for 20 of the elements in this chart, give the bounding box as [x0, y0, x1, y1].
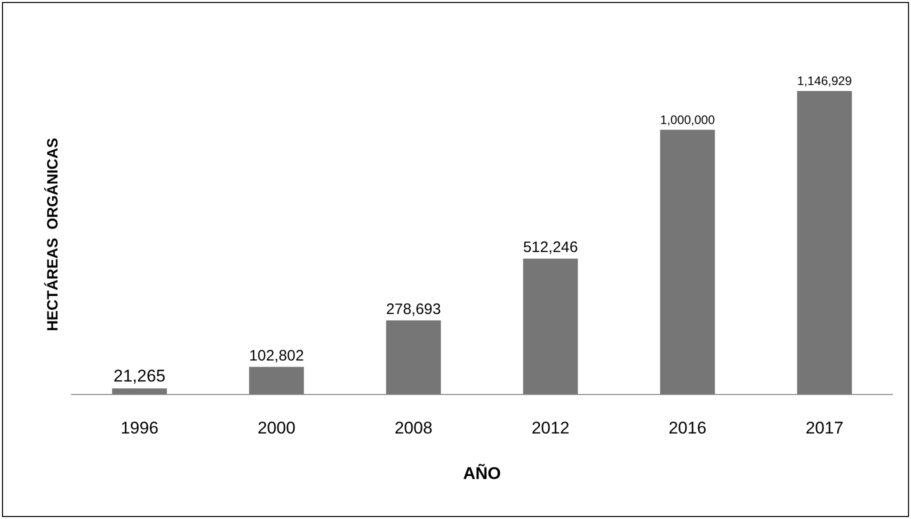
x-tick-label: 2000: [258, 418, 296, 438]
bar: [523, 258, 578, 394]
data-label: 1,000,000: [660, 112, 716, 127]
x-tick-label: 2012: [532, 418, 570, 438]
data-label: 102,802: [249, 347, 304, 364]
data-label: 278,693: [386, 300, 441, 318]
bar: [112, 388, 167, 394]
data-label: 1,146,929: [797, 74, 852, 88]
x-tick-label: 2008: [394, 418, 432, 438]
bar: [249, 366, 304, 394]
bar: [386, 320, 441, 394]
data-label: 512,246: [523, 239, 578, 256]
x-tick-label: 1996: [120, 418, 158, 438]
y-axis-title: HECTÁREAS ORGÁNICAS: [43, 138, 62, 332]
data-label: 21,265: [114, 366, 166, 386]
x-axis-title: AÑO: [463, 462, 501, 483]
bar: [797, 90, 852, 394]
bar: [660, 130, 715, 394]
x-tick-label: 2017: [806, 418, 844, 438]
x-tick-label: 2016: [668, 418, 706, 438]
